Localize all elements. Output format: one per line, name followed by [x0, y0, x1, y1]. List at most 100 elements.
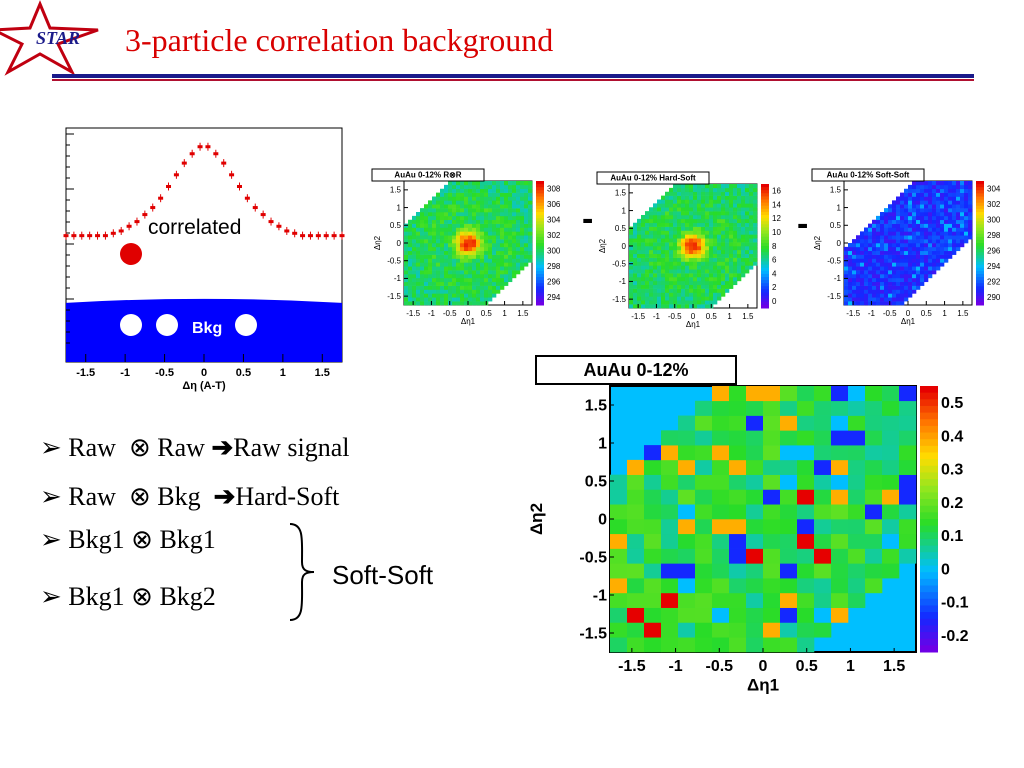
heatmap-cell	[681, 187, 686, 193]
heatmap-cell	[677, 234, 682, 239]
heatmap-cell	[460, 204, 465, 209]
heatmap-cell	[697, 215, 702, 220]
heatmap-cell	[916, 250, 921, 255]
heatmap-cell	[932, 219, 937, 224]
heatmap-cell	[888, 215, 893, 221]
color-scale-segment	[761, 273, 769, 278]
heatmap-cell	[952, 204, 957, 209]
heatmap-cell	[705, 234, 710, 239]
heatmap-cell	[500, 181, 505, 186]
heatmap-cell	[741, 207, 746, 212]
heatmap-cell	[508, 258, 513, 263]
heatmap-cell	[436, 219, 441, 224]
heatmap-cell	[693, 292, 698, 297]
heatmap-cell	[673, 230, 678, 235]
heatmap-cell	[685, 292, 690, 297]
heatmap-cell	[900, 200, 905, 205]
heatmap-cell	[516, 200, 521, 205]
heatmap-cell	[932, 231, 937, 236]
heatmap-cell	[669, 242, 674, 247]
heatmap-cell	[944, 200, 949, 205]
heatmap-cell	[745, 230, 750, 235]
heatmap-cell	[884, 270, 889, 275]
heatmap-cell	[496, 250, 501, 255]
heatmap-cell	[753, 246, 758, 251]
heatmap-cell	[504, 246, 509, 252]
heatmap-cell	[956, 192, 961, 197]
heatmap-cell	[528, 227, 533, 232]
bkg-dot	[235, 314, 257, 336]
heatmap-cell	[721, 261, 726, 266]
heatmap-cell	[685, 304, 690, 309]
y-tick-label: -0.5	[387, 257, 401, 266]
heatmap-cell	[936, 208, 941, 213]
heatmap-cell	[673, 195, 678, 200]
heatmap-cell	[452, 281, 457, 286]
heatmap-cell	[472, 258, 477, 263]
heatmap-cell	[729, 207, 734, 212]
heatmap-cell	[709, 273, 714, 278]
heatmap-cell	[408, 262, 413, 267]
heatmap-cell	[852, 274, 857, 279]
heatmap-cell	[416, 235, 421, 240]
heatmap-cell	[831, 607, 849, 623]
heatmap-cell	[701, 277, 706, 282]
heatmap-cell	[729, 215, 734, 220]
heatmap-cell	[725, 277, 730, 282]
color-scale-segment	[920, 625, 938, 633]
color-scale-segment	[761, 187, 769, 191]
heatmap-cell	[673, 191, 678, 196]
heatmap-cell	[814, 459, 832, 475]
color-scale-segment	[761, 286, 769, 290]
heatmap-cell	[673, 257, 678, 262]
heatmap-cell	[685, 230, 690, 235]
heatmap-cell	[456, 243, 461, 248]
heatmap-cell	[456, 258, 461, 263]
heatmap-cell	[452, 274, 457, 279]
heatmap-cell	[436, 215, 441, 221]
heatmap-cell	[746, 474, 764, 490]
heatmap-cell	[508, 274, 513, 279]
heatmap-cell	[496, 208, 501, 213]
heatmap-cell	[460, 212, 465, 217]
heatmap-cell	[472, 274, 477, 279]
heatmap-cell	[512, 223, 517, 228]
heatmap-cell	[408, 243, 413, 248]
heatmap-cell	[468, 274, 473, 279]
heatmap-cell	[729, 607, 747, 623]
heatmap-cell	[661, 430, 679, 446]
heatmap-cell	[476, 266, 481, 271]
heatmap-cell	[424, 262, 429, 267]
heatmap-cell	[749, 203, 754, 208]
heatmap-cell	[705, 238, 710, 243]
heatmap-cell	[484, 250, 489, 255]
y-tick-label: 0.5	[830, 221, 842, 230]
heatmap-cell	[741, 195, 746, 200]
heatmap-cell	[661, 563, 679, 579]
heatmap-cell	[488, 235, 493, 240]
heatmap-cell	[508, 204, 513, 209]
heatmap-cell	[697, 304, 702, 309]
heatmap-cell	[420, 289, 425, 294]
heatmap-cell	[665, 265, 670, 270]
heatmap-cell	[693, 187, 698, 193]
heatmap-cell	[729, 273, 734, 278]
heatmap-cell	[908, 246, 913, 252]
heatmap-cell	[856, 262, 861, 267]
heatmap-cell	[428, 243, 433, 248]
heatmap-cell	[681, 269, 686, 274]
heatmap-cell	[892, 274, 897, 279]
heatmap-cell	[868, 223, 873, 228]
heatmap-cell	[844, 289, 849, 294]
heatmap-cell	[645, 246, 650, 251]
heatmap-cell	[964, 192, 969, 197]
heatmap-cell	[932, 254, 937, 259]
heatmap-cell	[464, 235, 469, 240]
heatmap-cell	[852, 289, 857, 294]
heatmap-cell	[653, 246, 658, 251]
heatmap-cell	[460, 270, 465, 275]
heatmap-cell	[924, 254, 929, 259]
heatmap-cell	[496, 181, 501, 186]
color-scale-label: 294	[547, 293, 561, 302]
heatmap-cell	[681, 199, 686, 204]
